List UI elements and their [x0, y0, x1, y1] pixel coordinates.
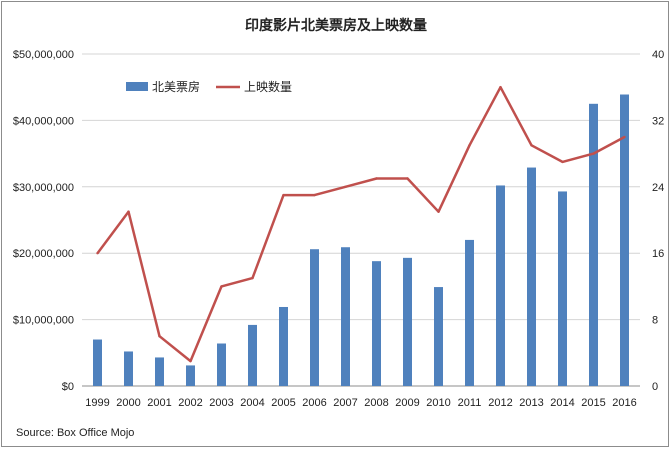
bar — [403, 257, 412, 386]
bar — [93, 339, 102, 386]
x-tick-label: 2002 — [178, 397, 202, 409]
x-tick-label: 2010 — [426, 397, 450, 409]
line-point — [375, 177, 378, 180]
x-tick-label: 2008 — [364, 397, 388, 409]
y-left-tick-label: $40,000,000 — [13, 115, 74, 127]
legend-label-line: 上映数量 — [244, 79, 292, 94]
line-point — [561, 160, 564, 164]
x-tick-label: 2014 — [550, 397, 574, 409]
line-point — [96, 252, 99, 255]
line-point — [251, 276, 254, 280]
bar — [248, 324, 257, 386]
bar — [434, 287, 443, 386]
y-left-tick-label: $50,000,000 — [13, 49, 74, 61]
bar — [279, 306, 288, 386]
bar — [527, 167, 536, 386]
bar — [310, 249, 319, 386]
x-tick-label: 2005 — [271, 397, 295, 409]
bar — [186, 365, 195, 386]
line-point — [468, 144, 471, 147]
line-point — [313, 193, 316, 197]
line-point — [344, 185, 347, 188]
x-tick-label: 2016 — [612, 397, 636, 409]
line-point — [530, 144, 533, 147]
gridlines — [82, 53, 640, 387]
y-left-tick-label: $0 — [62, 381, 74, 393]
x-axis: 1999 2000 2001 2002 2003 2004 2005 2006 2007 2008… — [85, 397, 636, 409]
bar — [217, 343, 226, 386]
x-tick-label: 2004 — [240, 397, 264, 409]
line-point — [623, 135, 626, 139]
bar — [341, 247, 350, 386]
legend-label-bar: 北美票房 — [152, 79, 200, 94]
x-tick-label: 2006 — [302, 397, 326, 409]
bar — [155, 357, 164, 386]
line-point — [437, 210, 440, 213]
y-left-tick-label: $10,000,000 — [13, 315, 74, 327]
line-series — [96, 85, 626, 363]
line-point — [592, 152, 595, 155]
x-tick-label: 2007 — [333, 397, 357, 409]
bar — [372, 261, 381, 386]
bar — [558, 191, 567, 386]
y-right-tick-label: 32 — [652, 115, 664, 127]
line-point — [282, 193, 285, 197]
x-tick-label: 2015 — [581, 397, 605, 409]
x-tick-label: 2003 — [209, 397, 233, 409]
line-point — [406, 177, 409, 180]
line-point — [189, 359, 192, 363]
left-axis: $0 $10,000,000 $20,000,000 $30,000,000 $40,0… — [13, 49, 74, 393]
bar-series — [93, 94, 629, 387]
bar — [124, 351, 133, 386]
y-right-tick-label: 40 — [652, 49, 664, 61]
y-right-tick-label: 8 — [652, 315, 658, 327]
legend: 北美票房 上映数量 — [126, 79, 292, 94]
line-path — [96, 85, 626, 363]
x-tick-label: 2012 — [488, 397, 512, 409]
line-point — [158, 335, 161, 338]
y-right-tick-label: 0 — [652, 381, 658, 393]
bar — [465, 239, 474, 386]
bar — [589, 103, 598, 387]
x-tick-label: 2009 — [395, 397, 419, 409]
y-left-tick-label: $30,000,000 — [13, 182, 74, 194]
source-note: Source: Box Office Mojo — [16, 427, 134, 439]
legend-swatch-bar — [126, 82, 148, 91]
x-tick-label: 2013 — [519, 397, 543, 409]
x-tick-label: 2000 — [116, 397, 140, 409]
y-left-tick-label: $20,000,000 — [13, 248, 74, 260]
chart-title: 印度影片北美票房及上映数量 — [245, 17, 427, 34]
x-tick-label: 2011 — [458, 397, 482, 409]
bar — [620, 94, 629, 386]
y-right-tick-label: 16 — [652, 248, 664, 260]
line-point — [127, 210, 130, 213]
x-tick-label: 1999 — [85, 397, 109, 409]
y-right-tick-label: 24 — [652, 182, 664, 194]
right-axis: 0 8 16 24 32 40 — [652, 49, 664, 393]
x-tick-label: 2001 — [147, 397, 171, 409]
line-point — [499, 86, 502, 89]
line-point — [220, 285, 223, 288]
bar — [496, 185, 505, 386]
